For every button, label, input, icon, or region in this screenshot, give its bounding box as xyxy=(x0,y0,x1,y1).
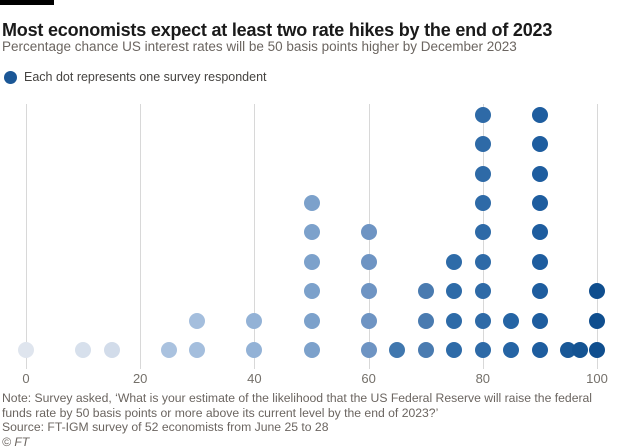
survey-dot xyxy=(474,283,491,300)
survey-dot xyxy=(589,283,605,300)
survey-dot xyxy=(531,165,548,182)
source-line: Source: FT-IGM survey of 52 economists f… xyxy=(2,420,329,435)
survey-dot xyxy=(531,312,548,329)
survey-dot xyxy=(589,312,605,329)
survey-dot xyxy=(474,136,491,153)
survey-dot xyxy=(303,195,320,211)
survey-dot xyxy=(474,253,491,270)
x-tick-label-100: 100 xyxy=(586,371,608,386)
survey-dot xyxy=(474,224,491,241)
survey-dot xyxy=(303,283,320,300)
survey-dot xyxy=(417,312,434,329)
gridline-x-40 xyxy=(254,104,256,369)
survey-dot xyxy=(503,312,520,329)
survey-dot xyxy=(160,342,177,358)
footnote: Note: Survey asked, ‘What is your estima… xyxy=(2,391,593,420)
survey-dot xyxy=(446,253,463,270)
survey-dot xyxy=(474,195,491,211)
x-tick-label-40: 40 xyxy=(247,371,262,386)
survey-dot xyxy=(360,283,377,300)
survey-dot xyxy=(246,312,263,329)
gridline-x-100 xyxy=(597,104,598,369)
survey-dot xyxy=(589,342,605,358)
legend-dot-icon xyxy=(4,70,17,84)
survey-dot xyxy=(474,312,491,329)
survey-dot xyxy=(303,224,320,241)
survey-dot xyxy=(389,342,406,358)
survey-dot xyxy=(360,312,377,329)
chart-subtitle: Percentage chance US interest rates will… xyxy=(2,39,517,54)
survey-dot xyxy=(531,224,548,241)
chart-footer: Note: Survey asked, ‘What is your estima… xyxy=(2,391,624,448)
survey-dot xyxy=(75,342,92,358)
survey-dot xyxy=(417,283,434,300)
survey-dot xyxy=(360,253,377,270)
legend-label: Each dot represents one survey responden… xyxy=(24,70,267,84)
chart-title: Most economists expect at least two rate… xyxy=(2,20,553,41)
x-tick-label-60: 60 xyxy=(361,371,376,386)
survey-dot xyxy=(360,224,377,241)
survey-dot xyxy=(189,342,206,358)
survey-dot xyxy=(446,342,463,358)
gridline-x-0 xyxy=(26,104,27,369)
survey-dot xyxy=(503,342,520,358)
survey-dot xyxy=(103,342,120,358)
survey-dot xyxy=(18,342,34,358)
survey-dot xyxy=(417,342,434,358)
x-tick-label-0: 0 xyxy=(22,371,30,386)
survey-dot xyxy=(474,165,491,182)
legend: Each dot represents one survey responden… xyxy=(4,70,267,84)
survey-dot xyxy=(531,195,548,211)
survey-dot xyxy=(531,342,548,358)
survey-dot xyxy=(246,342,263,358)
survey-dot xyxy=(303,312,320,329)
survey-dot xyxy=(571,342,588,358)
survey-dot xyxy=(531,106,548,123)
survey-dot xyxy=(360,342,377,358)
survey-dot xyxy=(446,312,463,329)
ft-accent-bar xyxy=(0,0,54,5)
survey-dot xyxy=(531,283,548,300)
survey-dot xyxy=(303,342,320,358)
gridline-x-20 xyxy=(140,104,142,369)
copyright: © FT xyxy=(2,434,30,448)
survey-dot xyxy=(189,312,206,329)
survey-dot xyxy=(531,136,548,153)
x-tick-label-20: 20 xyxy=(132,371,148,386)
survey-dot xyxy=(474,106,491,123)
survey-dot xyxy=(303,253,320,270)
x-tick-label-80: 80 xyxy=(475,371,491,386)
survey-dot xyxy=(474,342,491,358)
survey-dot xyxy=(531,253,548,270)
survey-dot xyxy=(446,283,463,300)
